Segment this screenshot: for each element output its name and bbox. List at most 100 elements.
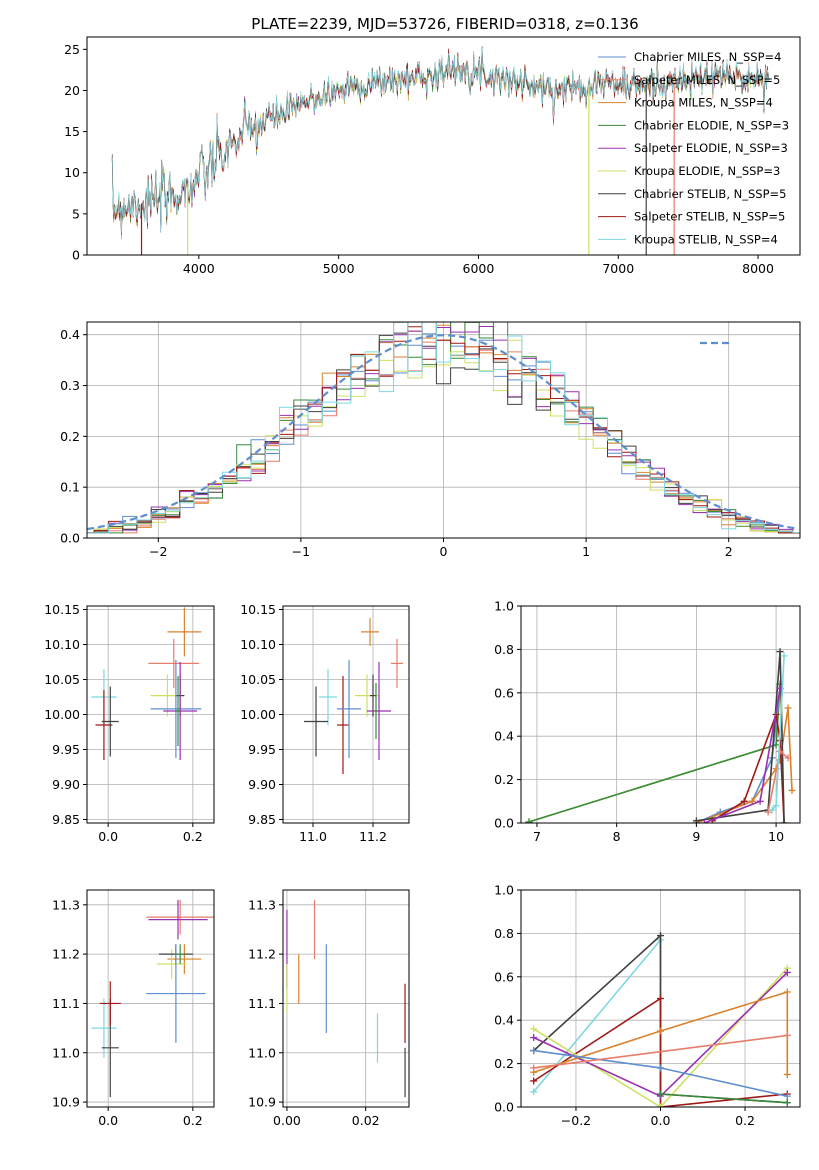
y-tick-label: 10 [64,165,80,180]
weight-marker [772,802,780,810]
panel-mass-weight-vs-age: 7 8 9 10 0.0 0.2 0.4 0.6 0.8 1.0 [494,599,801,844]
x-tick-label: 10 [768,829,784,844]
legend-entry: Salpeter STELIB, N_SSP=5 [634,210,785,224]
plot-area [521,890,800,1107]
weight-marker [530,1088,538,1096]
weight-series-line [533,1034,788,1069]
x-tick-label: 0.0 [98,829,118,844]
axes-frame [86,321,801,539]
errorbar-point [150,659,202,758]
y-tick-label: 0.8 [494,926,514,941]
y-tick-label: 11.2 [52,947,80,962]
weight-marker [657,1064,664,1072]
y-tick-label: 0.1 [60,480,80,495]
histogram-series-step [87,322,800,534]
x-tick-label: 5000 [323,261,355,276]
plot-area [111,46,770,255]
y-tick-label: 11.1 [248,996,276,1011]
y-tick-label: 9.95 [52,742,80,757]
plot-area [283,890,409,1107]
weight-marker [783,1092,791,1100]
y-tick-label: 10.9 [248,1095,276,1110]
plot-area [283,606,409,823]
errorbar-point [95,690,113,760]
errorbar-point [148,638,200,688]
weight-marker [692,817,700,823]
weight-marker [783,1099,791,1107]
errorbar-point [370,674,376,717]
y-tick-label: 0.6 [494,969,514,984]
plot-area [87,606,214,823]
weight-marker [776,747,784,755]
weight-marker [756,797,764,805]
weight-marker [768,806,776,814]
x-tick-label: 0.02 [352,1113,380,1128]
x-tick-label: 11.2 [359,829,387,844]
legend-entry: Salpeter MILES, N_SSP=5 [634,73,780,87]
weight-series-line [533,937,662,1107]
x-tick-label: 2 [725,544,733,559]
x-tick-label: 6000 [463,261,495,276]
y-tick-label: 0.6 [494,685,514,700]
y-tick-label: 0.8 [494,642,514,657]
weight-marker [700,819,708,823]
y-tick-label: 5 [72,206,80,221]
weight-marker [788,786,796,794]
weight-marker [657,1027,664,1035]
weight-marker [740,797,748,805]
y-tick-label: 9.90 [52,777,80,792]
y-tick-label: 11.0 [248,1045,276,1060]
errorbar-point [167,944,202,974]
normal-reference-curve [87,334,798,531]
panel-age-vs-mass: 11.0 11.2 9.85 9.90 9.95 10.00 10.05 10.10 10.15 [240,602,410,844]
panel-mass-weight-vs-Z: −0.2 0.0 0.2 0.0 0.2 0.4 0.6 0.8 1.0 [494,883,801,1128]
x-tick-label: 0.2 [183,1113,203,1128]
panel-mass-vs-EBV: 0.00 0.02 10.9 11.0 11.1 11.2 11.3 [248,889,410,1128]
y-tick-label: 11.0 [52,1045,80,1060]
x-tick-label: 0.0 [651,1113,671,1128]
y-tick-label: 0.4 [60,327,80,342]
errorbar-point [167,607,202,657]
weight-marker [530,1025,538,1033]
y-tick-label: 0.4 [494,729,514,744]
x-tick-label: 9 [692,829,700,844]
legend-entry: Chabrier MILES, N_SSP=4 [634,50,781,64]
weight-marker [780,652,788,660]
x-tick-label: 4000 [183,261,215,276]
errorbar-point [361,617,379,646]
x-tick-label: 0.2 [735,1113,755,1128]
y-tick-label: 0 [72,248,80,263]
y-tick-label: 20 [64,83,80,98]
x-tick-label: 1 [582,544,590,559]
y-tick-label: 10.00 [44,707,80,722]
weight-marker [657,995,664,1002]
panel-mass-vs-Z: 0.0 0.2 10.9 11.0 11.1 11.2 11.3 [52,889,215,1128]
weight-marker [530,1047,538,1055]
errorbar-point [374,683,378,739]
y-tick-label: 10.9 [52,1095,80,1110]
x-tick-label: 7 [533,829,541,844]
y-tick-label: 9.95 [248,742,276,757]
weight-marker [784,754,792,762]
legend-entry: Chabrier STELIB, N_SSP=5 [634,187,786,201]
axes-frame [86,889,215,1108]
x-tick-label: −1 [292,544,310,559]
errorbar-point [337,659,361,758]
y-tick-label: 9.85 [52,812,80,827]
legend-entry: Chabrier ELODIE, N_SSP=3 [634,118,789,132]
axes-frame [282,889,410,1108]
weight-marker [657,1090,664,1098]
errorbar-point [337,676,349,774]
y-tick-label: 10.10 [44,637,80,652]
axes-frame [520,605,801,824]
y-tick-label: 1.0 [494,599,514,614]
weight-marker [764,808,772,816]
legend: Chabrier MILES, N_SSP=4 Salpeter MILES, N… [598,50,789,246]
weight-series-line [696,651,785,823]
errorbar-point [175,676,181,746]
y-tick-label: 9.90 [248,777,276,792]
axes-frame [520,889,801,1108]
errorbar-point [148,899,208,940]
y-tick-label: 10.15 [44,602,80,617]
